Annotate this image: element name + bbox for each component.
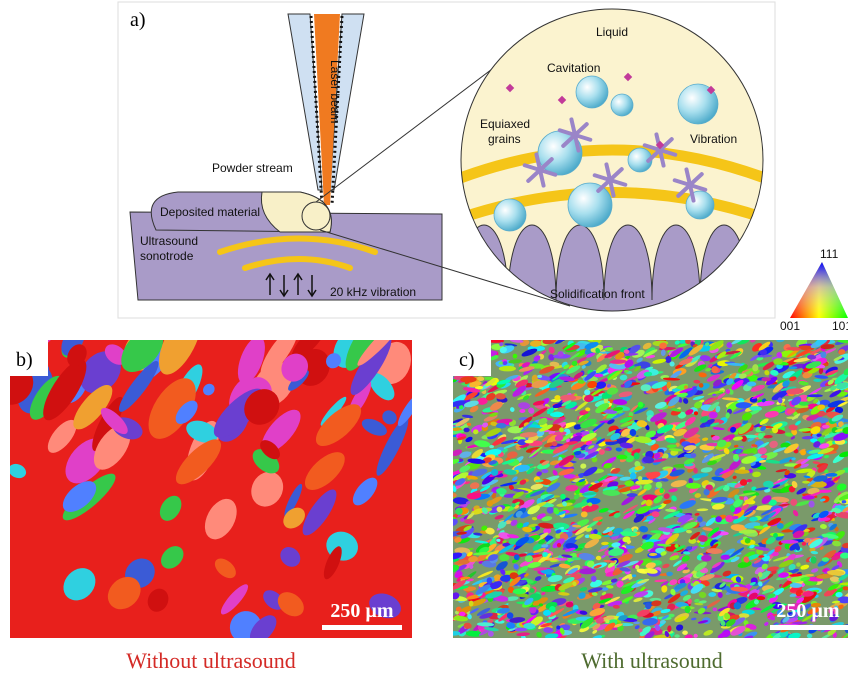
panel-b: b) 250 µm Without ultrasound bbox=[0, 303, 424, 673]
laser-beam-label: Laser beam bbox=[328, 60, 342, 123]
figure: a) Laser beam Powder stream Deposited ma… bbox=[0, 0, 848, 674]
panel-label: a) bbox=[130, 9, 146, 31]
sonotrode-label: Ultrasound bbox=[140, 234, 198, 248]
scale-bar bbox=[770, 625, 848, 630]
scale-bar-label: 250 µm bbox=[776, 600, 840, 622]
solidification-front-label: Solidification front bbox=[550, 287, 645, 301]
panel-label: c) bbox=[459, 349, 475, 371]
scale-bar-label: 250 µm bbox=[330, 600, 394, 622]
ipf-label: 111 bbox=[820, 247, 839, 261]
caption: With ultrasound bbox=[581, 648, 723, 673]
scale-bar bbox=[322, 625, 402, 630]
deposited-material-label: Deposited material bbox=[160, 205, 260, 219]
liquid-label: Liquid bbox=[596, 25, 628, 39]
cavitation-bubble bbox=[568, 183, 612, 227]
ipf-triangle bbox=[790, 262, 848, 318]
ipf-label: 001 bbox=[780, 319, 800, 333]
cavitation-bubble bbox=[576, 76, 608, 108]
caption: Without ultrasound bbox=[126, 648, 296, 673]
sonotrode-label: sonotrode bbox=[140, 249, 194, 263]
vibration-frequency-label: 20 kHz vibration bbox=[330, 285, 416, 299]
panel-a: a) Laser beam Powder stream Deposited ma… bbox=[118, 2, 796, 320]
color-key: 111 001 101 bbox=[780, 247, 848, 333]
cavitation-bubble bbox=[611, 94, 633, 116]
cavitation-bubble bbox=[494, 199, 526, 231]
equiaxed-grains-label: grains bbox=[488, 132, 521, 146]
ipf-label: 101 bbox=[832, 319, 848, 333]
cavitation-label: Cavitation bbox=[547, 61, 600, 75]
grain bbox=[761, 377, 771, 381]
powder-stream-label: Powder stream bbox=[212, 161, 293, 175]
panel-label: b) bbox=[16, 349, 33, 371]
cavitation-bubble bbox=[686, 191, 714, 219]
vibration-label: Vibration bbox=[690, 132, 737, 146]
equiaxed-grains-label: Equiaxed bbox=[480, 117, 530, 131]
panel-c: c) 250 µm With ultrasound bbox=[445, 335, 848, 673]
